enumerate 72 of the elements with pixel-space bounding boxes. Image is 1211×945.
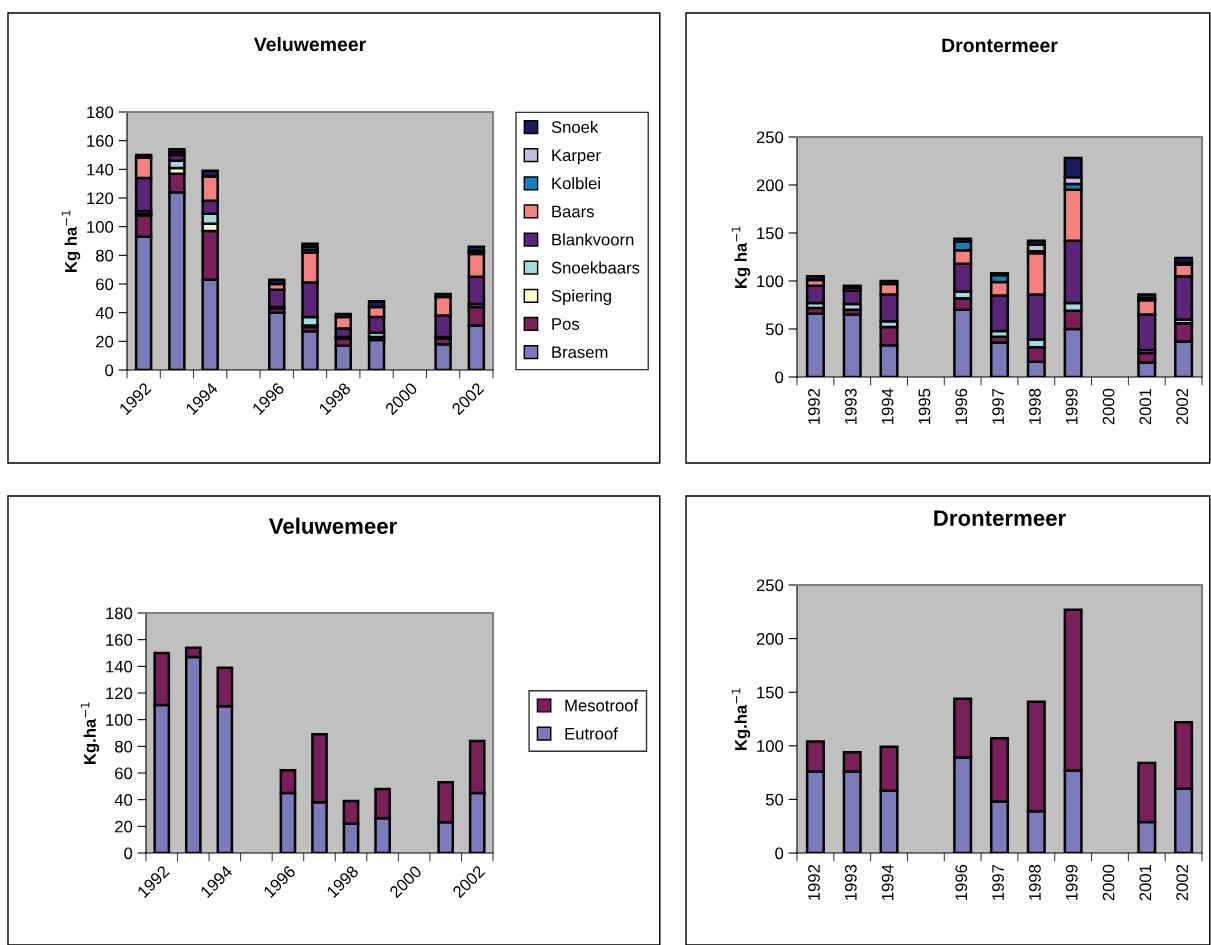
y-tick-label: 20 — [115, 820, 133, 833]
legend-label: Mesotroof — [565, 699, 639, 712]
legend-label: Spiering — [551, 289, 612, 306]
chart-title: Veluwemeer — [268, 517, 397, 534]
legend-label: Eutroof — [565, 727, 618, 740]
x-tick-label: 1997 — [992, 864, 1004, 900]
legend-label: Blankvoorn — [552, 233, 634, 246]
y-axis-title: Kg ha$^{−1}$ — [61, 210, 81, 272]
y-tick-label: 60 — [115, 767, 133, 780]
x-tick-label: 2000 — [1102, 388, 1115, 425]
x-tick-label: 2002 — [1176, 864, 1189, 901]
y-tick-label: 100 — [757, 275, 784, 288]
y-tick-label: 100 — [106, 714, 133, 726]
y-tick-label: 100 — [87, 221, 114, 233]
y-tick-label: 200 — [756, 179, 784, 192]
y-tick-label: 0 — [775, 371, 784, 384]
legend-label: Karper — [552, 149, 601, 165]
y-tick-label: 20 — [96, 335, 114, 348]
x-tick-label: 1996 — [955, 864, 968, 900]
y-tick-label: 160 — [106, 634, 133, 646]
x-tick-label: 1994 — [881, 388, 894, 424]
x-tick-label: 2002 — [1176, 388, 1189, 425]
legend-label: Pos — [552, 318, 580, 330]
chart-title: Drontermeer — [934, 510, 1066, 526]
y-tick-label: 150 — [757, 686, 784, 699]
y-tick-label: 50 — [765, 793, 784, 806]
y-tick-label: 80 — [95, 249, 114, 262]
chart-title: Drontermeer — [942, 38, 1058, 53]
y-tick-label: 140 — [106, 660, 133, 673]
y-axis-title: Kg.ha$^{−1}$ — [731, 688, 751, 750]
x-tick-label: 1993 — [844, 388, 857, 424]
y-tick-label: 40 — [95, 307, 114, 319]
y-tick-label: 150 — [757, 227, 784, 240]
legend-label: Baars — [552, 205, 594, 218]
x-tick-label: 1994 — [881, 864, 894, 900]
x-tick-label: 1998 — [1028, 864, 1041, 900]
y-tick-label: 140 — [87, 163, 114, 176]
y-axis-title: Kg.ha$^{−1}$ — [80, 702, 100, 764]
y-tick-label: 180 — [87, 106, 114, 119]
legend-label: Brasem — [552, 346, 608, 359]
x-tick-label: 1992 — [808, 388, 820, 424]
y-tick-label: 250 — [756, 131, 784, 144]
x-tick-label: 1996 — [955, 388, 968, 424]
y-tick-label: 100 — [757, 740, 784, 752]
x-tick-label: 2000 — [1102, 864, 1115, 901]
y-tick-label: 180 — [106, 607, 133, 620]
y-tick-label: 0 — [775, 847, 784, 860]
y-tick-label: 250 — [756, 579, 784, 592]
x-tick-label: 1999 — [1065, 864, 1078, 900]
x-tick-label: 1992 — [808, 864, 820, 900]
x-tick-label: 1995 — [918, 388, 931, 424]
legend-label: Snoekbaars — [551, 261, 640, 274]
chart-title: Veluwemeer — [253, 36, 366, 52]
y-tick-label: 0 — [124, 847, 133, 860]
y-tick-label: 0 — [105, 364, 114, 377]
y-tick-label: 120 — [106, 687, 133, 700]
legend-label: Snoek — [551, 120, 599, 134]
x-tick-label: 1993 — [844, 864, 857, 900]
y-tick-label: 40 — [114, 794, 133, 806]
y-tick-label: 80 — [114, 740, 133, 753]
x-tick-label: 2001 — [1139, 864, 1152, 901]
y-tick-label: 60 — [96, 278, 114, 291]
y-tick-label: 200 — [756, 633, 784, 645]
legend-label: Kolblei — [552, 177, 600, 190]
y-tick-label: 120 — [87, 192, 114, 205]
x-tick-label: 1998 — [1028, 388, 1041, 424]
x-tick-label: 2001 — [1139, 388, 1152, 425]
y-tick-label: 160 — [87, 135, 114, 147]
x-tick-label: 1999 — [1065, 388, 1078, 424]
y-axis-title: Kg ha$^{−1}$ — [731, 226, 751, 288]
x-tick-label: 1997 — [992, 388, 1004, 424]
y-tick-label: 50 — [765, 323, 784, 336]
